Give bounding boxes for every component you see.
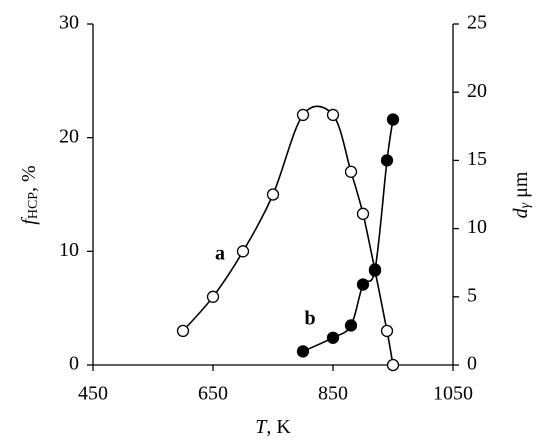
data-point (236, 245, 250, 258)
data-point (206, 290, 220, 303)
series-label: a (215, 243, 225, 265)
y2-tick-label: 0 (467, 353, 477, 375)
y2-axis-title: dγ μm (510, 171, 534, 218)
data-point (266, 188, 280, 201)
y-tick-label: 20 (59, 125, 79, 147)
data-point (356, 278, 370, 291)
y2-tick-label: 20 (467, 80, 487, 102)
y2-tick-label: 15 (467, 148, 487, 170)
data-point (380, 324, 394, 338)
data-point (380, 154, 394, 167)
data-point (386, 113, 400, 126)
data-point (344, 319, 358, 332)
y-tick-label: 0 (69, 353, 79, 375)
y2-tick-label: 5 (467, 284, 477, 306)
series-line (182, 105, 394, 366)
x-tick-label: 450 (78, 383, 108, 405)
data-point (296, 345, 310, 358)
y-tick-label: 10 (59, 239, 79, 261)
data-point (296, 108, 310, 122)
y-axis-title: fHCP, % (18, 165, 42, 224)
y2-tick-label: 25 (467, 12, 487, 34)
data-point (326, 108, 340, 122)
y2-tick-label: 10 (467, 216, 487, 238)
data-point (368, 263, 382, 276)
data-point (386, 358, 400, 372)
series-line (302, 119, 394, 353)
series-label: b (304, 308, 315, 330)
data-point (176, 324, 190, 338)
x-tick-label: 1050 (433, 383, 473, 405)
data-point (344, 165, 358, 178)
x-tick-label: 650 (198, 383, 228, 405)
x-tick-label: 850 (318, 383, 348, 405)
data-point (356, 207, 370, 220)
y-tick-label: 30 (59, 12, 79, 34)
x-axis-title: T, K (255, 416, 291, 438)
data-point (326, 331, 340, 344)
